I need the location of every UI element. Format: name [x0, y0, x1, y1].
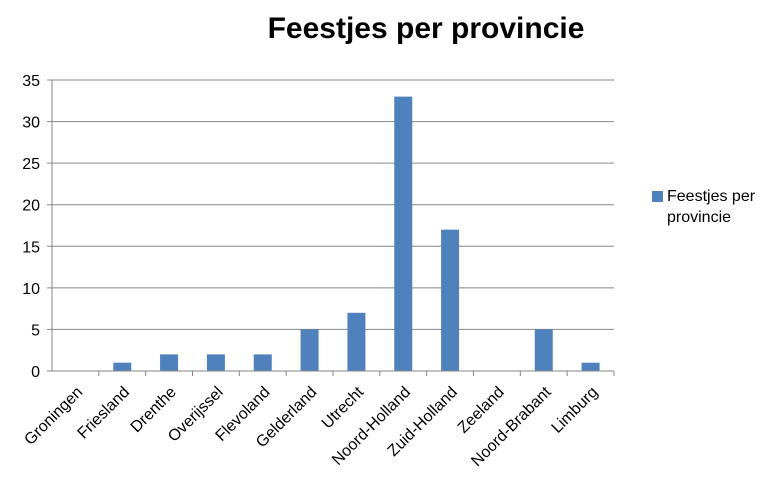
bar: [206, 354, 225, 371]
legend-swatch: [652, 191, 663, 202]
y-tick-label: 5: [31, 322, 40, 339]
legend: Feestjes per provincie: [652, 186, 767, 228]
y-tick-label: 30: [22, 115, 40, 132]
gridlines: [52, 79, 614, 330]
y-tick-label: 20: [22, 198, 40, 215]
bar: [581, 362, 600, 371]
bar: [394, 96, 413, 371]
legend-label: Feestjes per provincie: [667, 188, 756, 226]
axes: [47, 79, 615, 376]
bar: [300, 329, 319, 371]
y-tick-label: 35: [22, 73, 40, 90]
x-tick-label: Groningen: [21, 384, 86, 449]
x-tick-label: Friesland: [75, 384, 134, 443]
chart-title: Feestjes per provincie: [267, 12, 585, 45]
bar: [160, 354, 179, 371]
y-tick-label: 25: [22, 156, 40, 173]
x-tick-label: Limburg: [549, 384, 602, 437]
x-tick-label: Noord-Brabant: [468, 383, 555, 470]
bars: [113, 96, 600, 371]
bar: [441, 229, 460, 371]
bar: [347, 312, 366, 371]
tick-labels: 05101520253035GroningenFrieslandDrentheO…: [21, 73, 601, 470]
bar: [534, 329, 553, 371]
bar: [253, 354, 272, 371]
bar: [113, 362, 132, 371]
y-tick-label: 0: [31, 364, 40, 381]
y-tick-label: 10: [22, 281, 40, 298]
y-tick-label: 15: [22, 239, 40, 256]
